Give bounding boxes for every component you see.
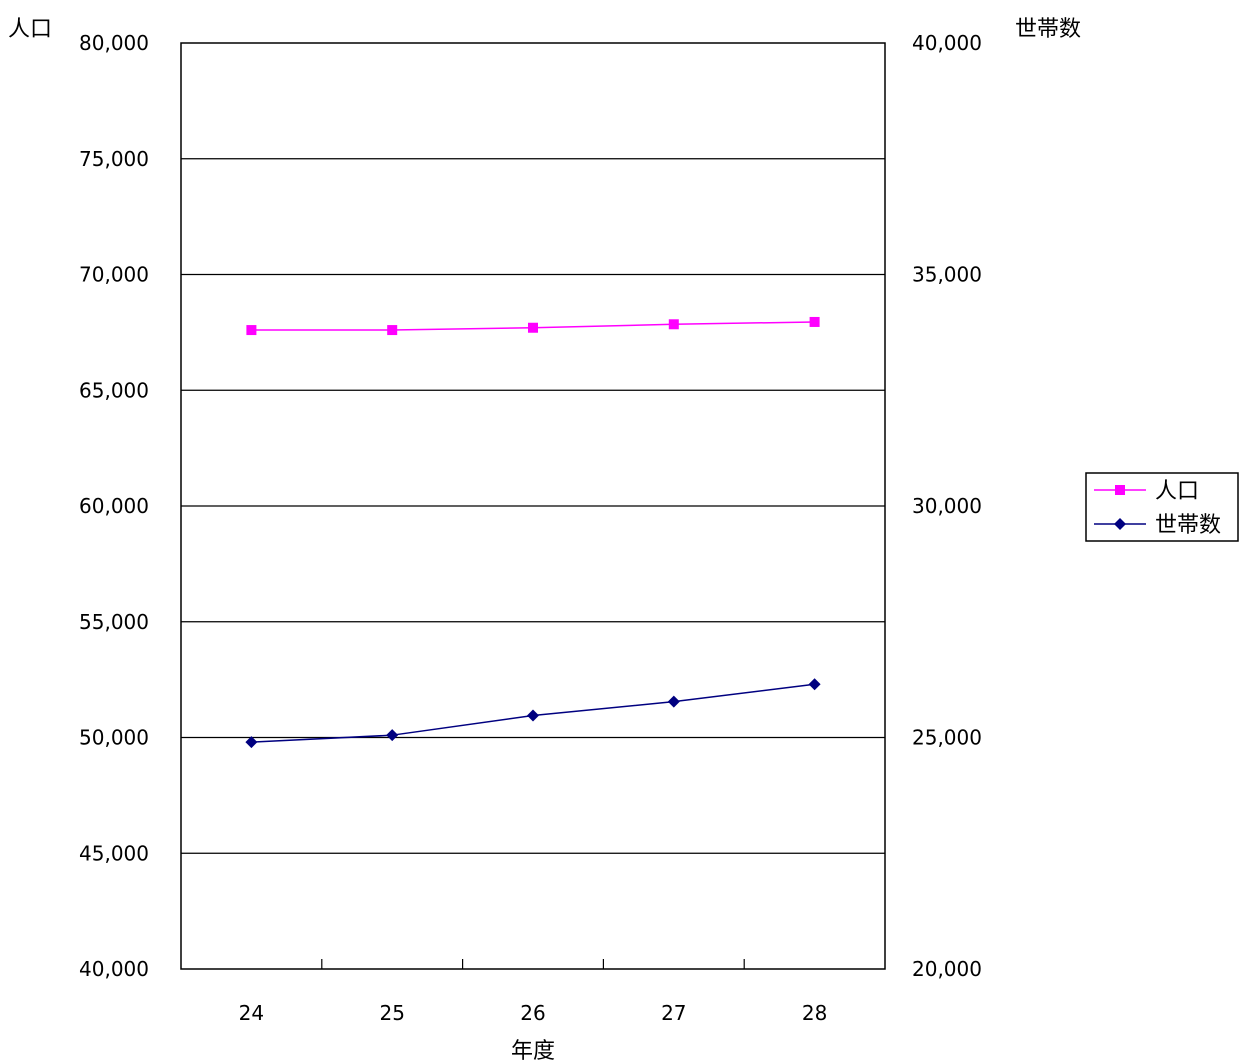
left-y-tick-label: 80,000 <box>79 31 149 55</box>
right-y-tick-label: 30,000 <box>912 494 982 518</box>
grid-lines <box>181 158 885 854</box>
series-2 <box>245 678 821 749</box>
data-point <box>528 322 538 333</box>
left-y-tick-label: 50,000 <box>79 726 149 750</box>
legend-entry: 世帯数 <box>1094 513 1221 538</box>
right-y-tick-label: 35,000 <box>912 263 982 287</box>
right-y-tick-label: 40,000 <box>912 31 982 55</box>
left-y-tick-label: 75,000 <box>79 147 149 171</box>
left-axis-title: 人口 <box>8 17 52 42</box>
left-y-tick-label: 45,000 <box>79 841 149 865</box>
data-point <box>667 695 680 708</box>
x-tick-label: 25 <box>379 1001 404 1025</box>
data-point <box>809 316 820 327</box>
x-tick-label: 26 <box>520 1001 545 1025</box>
x-tick-label: 24 <box>239 1001 264 1025</box>
left-y-tick-label: 65,000 <box>79 378 149 402</box>
legend-box <box>1085 472 1239 542</box>
legend-swatch-marker <box>1115 485 1125 495</box>
right-y-axis-ticks: 20,000 25,000 30,000 35,000 40,000 <box>912 31 982 981</box>
legend-label: 世帯数 <box>1155 513 1221 538</box>
series-1 <box>246 316 820 336</box>
data-point <box>808 678 821 691</box>
data-point <box>387 325 398 336</box>
x-axis-title: 年度 <box>511 1039 555 1064</box>
x-tick-label: 27 <box>661 1001 686 1025</box>
legend-label: 人口 <box>1155 479 1199 504</box>
data-point <box>246 325 257 336</box>
x-axis-ticks: 24 25 26 27 28 <box>239 959 827 1025</box>
x-tick-label: 28 <box>802 1001 827 1025</box>
left-y-tick-label: 70,000 <box>79 263 149 287</box>
series-layer <box>245 316 821 749</box>
plot-area-frame <box>180 42 886 970</box>
right-y-tick-label: 20,000 <box>912 957 982 981</box>
legend-swatch-marker <box>1114 518 1126 530</box>
right-axis-title: 世帯数 <box>1015 17 1081 42</box>
left-y-axis-ticks: 40,000 45,000 50,000 55,000 60,000 65,000 70,0… <box>79 31 149 981</box>
data-point <box>668 319 679 330</box>
right-y-tick-label: 25,000 <box>912 726 982 750</box>
data-point <box>386 729 399 742</box>
left-y-tick-label: 40,000 <box>79 957 149 981</box>
left-y-tick-label: 60,000 <box>79 494 149 518</box>
data-point <box>527 709 539 722</box>
left-y-tick-label: 55,000 <box>79 610 149 634</box>
legend-entry: 人口 <box>1094 479 1199 504</box>
data-point <box>245 736 258 749</box>
